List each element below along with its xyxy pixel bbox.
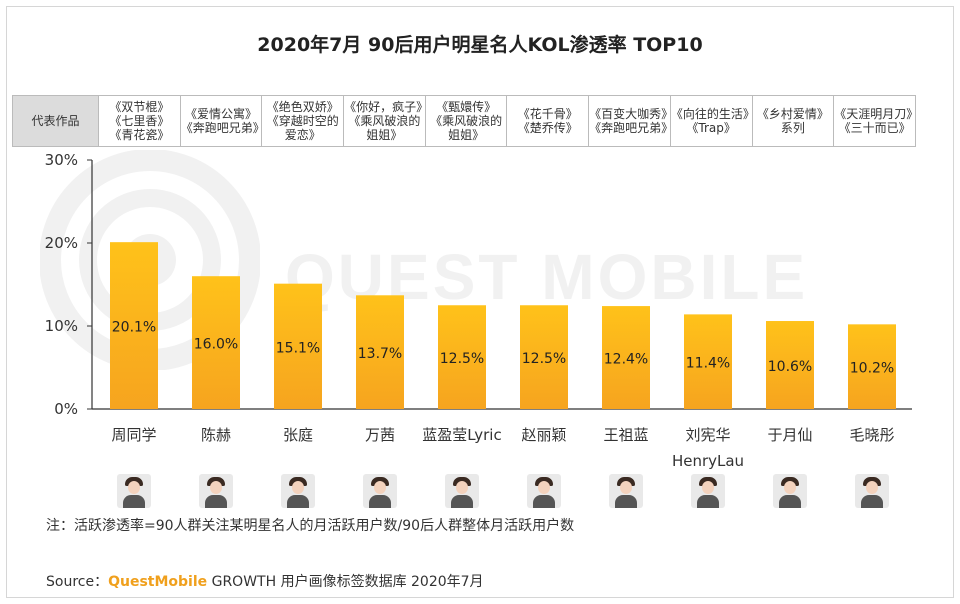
y-tick-label: 30% <box>45 151 78 169</box>
celebrity-avatar-icon <box>609 474 643 508</box>
x-category-label: 于月仙 <box>767 426 812 444</box>
bar <box>438 305 486 409</box>
bar-value-label: 12.4% <box>604 352 648 368</box>
bar-value-label: 13.7% <box>358 346 402 362</box>
works-title: 《青花瓷》 <box>109 128 170 142</box>
works-title: 《双节棍》 <box>109 100 170 114</box>
works-title: 《天涯明月刀》 <box>834 107 916 121</box>
x-category-label: 刘宪华 <box>685 426 730 444</box>
y-tick-label: 0% <box>54 400 78 418</box>
chart-title: 2020年7月 90后用户明星名人KOL渗透率 TOP10 <box>257 34 703 56</box>
source-suffix: GROWTH 用户画像标签数据库 2020年7月 <box>207 574 484 590</box>
works-title: 《乡村爱情》 <box>756 107 829 121</box>
bar-value-label: 10.2% <box>850 361 894 377</box>
works-title: 《花千骨》 <box>517 107 578 121</box>
works-cell: 《你好，疯子》 《乘风破浪的 姐姐》 <box>343 95 426 147</box>
works-cell: 《双节棍》 《七里香》 《青花瓷》 <box>98 95 181 147</box>
celebrity-avatar-icon <box>773 474 807 508</box>
works-title: 姐姐》 <box>366 128 403 142</box>
bar-value-label: 12.5% <box>440 351 484 367</box>
bar <box>766 321 814 409</box>
x-category-label: 蓝盈莹Lyric <box>422 426 501 444</box>
bar <box>274 283 322 409</box>
x-category-label: 周同学 <box>111 426 156 444</box>
bar-value-label: 16.0% <box>194 337 238 353</box>
works-title: 姐姐》 <box>448 128 485 142</box>
works-title: 《向往的生活》 <box>670 107 752 121</box>
bar-value-label: 10.6% <box>768 359 812 375</box>
source-line: Source：QuestMobile GROWTH 用户画像标签数据库 2020… <box>46 571 484 591</box>
bar <box>602 306 650 409</box>
celebrity-avatar-icon <box>445 474 479 508</box>
works-title: 《绝色双娇》 <box>266 100 339 114</box>
works-title: 《你好，疯子》 <box>344 100 426 114</box>
x-category-label: 赵丽颖 <box>521 426 566 444</box>
x-category-label: 毛晓彤 <box>849 426 894 444</box>
bar-value-label: 11.4% <box>686 356 730 372</box>
works-title: 《Trap》 <box>686 121 736 135</box>
bar <box>520 305 568 409</box>
works-cell: 《爱情公寓》 《奔跑吧兄弟》 <box>179 95 263 147</box>
works-cell: 《乡村爱情》 系列 <box>751 95 835 147</box>
works-title: 《奔跑吧兄弟》 <box>589 121 671 135</box>
y-tick-label: 20% <box>45 234 78 252</box>
y-tick-label: 10% <box>45 317 78 335</box>
celebrity-avatar-icon <box>527 474 561 508</box>
source-prefix: Source： <box>46 574 109 590</box>
source-brand: QuestMobile <box>108 574 208 590</box>
celebrity-avatar-icon <box>363 474 397 508</box>
works-title: 《奔跑吧兄弟》 <box>180 121 262 135</box>
works-title: 《乘风破浪的 <box>430 114 503 128</box>
works-cell: 《向往的生活》 《Trap》 <box>669 95 753 147</box>
bar-value-label: 12.5% <box>522 351 566 367</box>
celebrity-avatar-icon <box>117 474 151 508</box>
works-title: 《三十而已》 <box>838 121 911 135</box>
bar <box>684 314 732 409</box>
celebrity-avatar-icon <box>691 474 725 508</box>
x-category-label: 张庭 <box>283 426 313 444</box>
celebrity-avatar-icon <box>855 474 889 508</box>
works-title: 《七里香》 <box>109 114 170 128</box>
works-header-cell: 代表作品 <box>12 95 99 147</box>
bar <box>110 242 158 409</box>
works-cell: 《绝色双娇》 《穿越时空的 爱恋》 <box>261 95 345 147</box>
works-title: 《穿越时空的 <box>266 114 339 128</box>
works-row: 代表作品 《双节棍》 《七里香》 《青花瓷》 《爱情公寓》 《奔跑吧兄弟》 《绝色双娇》《… <box>12 95 916 147</box>
bar-value-label: 20.1% <box>112 320 156 336</box>
works-title: 《甄嬛传》 <box>436 100 497 114</box>
works-cell: 《天涯明月刀》 《三十而已》 <box>833 95 916 147</box>
celebrity-avatar-icon <box>199 474 233 508</box>
x-category-label: 万茜 <box>365 426 395 444</box>
chart-frame <box>6 6 954 598</box>
works-table: 代表作品 《双节棍》 《七里香》 《青花瓷》 《爱情公寓》 《奔跑吧兄弟》 《绝色双娇》《… <box>12 95 916 147</box>
works-title: 《百变大咖秀》 <box>589 107 671 121</box>
works-cell: 《甄嬛传》 《乘风破浪的 姐姐》 <box>424 95 508 147</box>
works-title: 爱恋》 <box>284 128 321 142</box>
bar-value-label: 15.1% <box>276 340 320 356</box>
works-title: 系列 <box>780 121 805 135</box>
x-category-label: 王祖蓝 <box>603 426 648 444</box>
celebrity-avatar-icon <box>281 474 315 508</box>
x-category-label: 陈赫 <box>201 426 231 444</box>
footnote: 注：活跃渗透率=90人群关注某明星名人的月活跃用户数/90后人群整体月活跃用户数 <box>46 518 575 534</box>
bar <box>192 276 240 409</box>
works-title: 《爱情公寓》 <box>185 107 258 121</box>
bar <box>848 324 896 409</box>
bar <box>356 295 404 409</box>
works-title: 《乘风破浪的 <box>348 114 421 128</box>
works-title: 《楚乔传》 <box>517 121 578 135</box>
works-cell: 《百变大咖秀》 《奔跑吧兄弟》 <box>588 95 671 147</box>
x-category-label: HenryLau <box>672 452 744 470</box>
